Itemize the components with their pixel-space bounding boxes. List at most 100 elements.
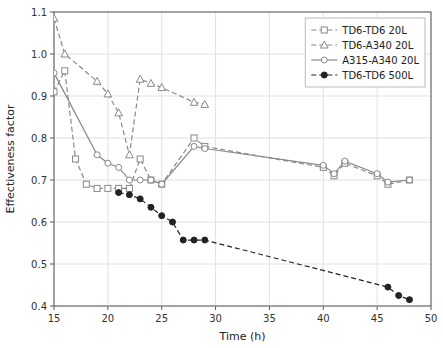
tick-mark bbox=[54, 306, 55, 310]
legend: TD6-TD6 20L TD6-A340 20L A315-A340 20L TD6-… bbox=[305, 18, 425, 87]
tick-mark bbox=[50, 12, 54, 13]
data-point bbox=[169, 219, 175, 225]
series-line bbox=[54, 73, 409, 184]
y-axis-label: Effectiveness factor bbox=[4, 104, 17, 213]
data-point bbox=[342, 158, 348, 164]
data-point bbox=[159, 181, 165, 187]
data-point bbox=[191, 143, 197, 149]
tick-label: 0.8 bbox=[31, 133, 47, 144]
data-point bbox=[159, 181, 165, 187]
data-point bbox=[73, 156, 79, 162]
data-point bbox=[320, 162, 326, 168]
data-point bbox=[148, 177, 154, 183]
grid-line bbox=[107, 12, 108, 306]
legend-label: TD6-A340 20L bbox=[341, 40, 413, 51]
data-point bbox=[137, 156, 143, 162]
data-point bbox=[137, 177, 143, 183]
data-point bbox=[147, 79, 155, 86]
series-line bbox=[54, 18, 205, 155]
tick-mark bbox=[50, 54, 54, 55]
data-point bbox=[148, 204, 154, 210]
data-point bbox=[126, 192, 132, 198]
legend-marker bbox=[321, 72, 327, 78]
legend-label: TD6-TD6 20L bbox=[341, 25, 407, 36]
grid-line bbox=[54, 138, 431, 139]
tick-label: 0.9 bbox=[31, 91, 47, 102]
tick-label: 0.5 bbox=[31, 259, 47, 270]
legend-marker bbox=[321, 27, 327, 33]
tick-label: 25 bbox=[155, 313, 168, 324]
data-point bbox=[191, 135, 197, 141]
data-point bbox=[126, 151, 134, 158]
data-point bbox=[116, 164, 122, 170]
tick-mark bbox=[323, 306, 324, 310]
data-point bbox=[126, 177, 132, 183]
data-point bbox=[61, 50, 69, 57]
tick-mark bbox=[50, 264, 54, 265]
data-point bbox=[331, 171, 337, 177]
data-point bbox=[126, 185, 132, 191]
tick-label: 40 bbox=[317, 313, 330, 324]
grid-line bbox=[54, 264, 431, 265]
data-point bbox=[83, 181, 89, 187]
data-point bbox=[62, 68, 68, 74]
tick-mark bbox=[50, 180, 54, 181]
tick-label: 1.0 bbox=[31, 49, 47, 60]
tick-label: 20 bbox=[101, 313, 114, 324]
data-point bbox=[94, 152, 100, 158]
legend-marker bbox=[321, 57, 327, 63]
tick-label: 0.7 bbox=[31, 175, 47, 186]
data-point bbox=[158, 84, 166, 91]
legend-label: A315-A340 20L bbox=[342, 55, 419, 66]
tick-label: 35 bbox=[263, 313, 276, 324]
data-point bbox=[105, 185, 111, 191]
data-point bbox=[385, 179, 391, 185]
data-point bbox=[54, 89, 57, 95]
legend-frame bbox=[305, 18, 425, 87]
data-point bbox=[190, 98, 198, 105]
legend-marker bbox=[320, 41, 328, 48]
data-point bbox=[105, 160, 111, 166]
data-point bbox=[202, 146, 208, 152]
data-point bbox=[374, 171, 380, 177]
legend-label: TD6-TD6 500L bbox=[341, 70, 413, 81]
series-line bbox=[54, 71, 409, 189]
tick-label: 0.4 bbox=[31, 301, 47, 312]
plot-background bbox=[54, 12, 431, 306]
tick-mark bbox=[269, 306, 270, 310]
data-point bbox=[180, 237, 186, 243]
tick-mark bbox=[50, 222, 54, 223]
data-point bbox=[406, 297, 412, 303]
tick-mark bbox=[50, 138, 54, 139]
data-point bbox=[93, 77, 101, 84]
tick-label: 15 bbox=[48, 313, 61, 324]
tick-mark bbox=[215, 306, 216, 310]
data-point bbox=[136, 75, 144, 82]
data-point bbox=[137, 196, 143, 202]
data-point bbox=[202, 237, 208, 243]
series-line bbox=[119, 193, 410, 300]
data-point bbox=[385, 284, 391, 290]
tick-label: 50 bbox=[425, 313, 438, 324]
tick-mark bbox=[377, 306, 378, 310]
tick-label: 1.1 bbox=[31, 7, 47, 18]
tick-label: 30 bbox=[209, 313, 222, 324]
grid-line bbox=[269, 12, 270, 306]
tick-label: 45 bbox=[371, 313, 384, 324]
grid-line bbox=[54, 222, 431, 223]
data-point bbox=[104, 90, 112, 97]
data-point bbox=[116, 190, 122, 196]
tick-mark bbox=[161, 306, 162, 310]
plot-frame bbox=[54, 12, 431, 306]
data-point bbox=[201, 100, 209, 107]
data-point bbox=[396, 293, 402, 299]
tick-mark bbox=[50, 96, 54, 97]
tick-mark bbox=[107, 306, 108, 310]
chart: 15 20 25 30 35 40 45 50 0.4 0.5 0.6 0.7 0.8 0.9 1.0 1.1… bbox=[0, 0, 443, 348]
data-point bbox=[191, 237, 197, 243]
x-axis-label: Time (h) bbox=[219, 330, 266, 343]
data-point bbox=[94, 185, 100, 191]
data-point bbox=[54, 70, 57, 76]
tick-mark bbox=[431, 306, 432, 310]
tick-label: 0.6 bbox=[31, 217, 47, 228]
